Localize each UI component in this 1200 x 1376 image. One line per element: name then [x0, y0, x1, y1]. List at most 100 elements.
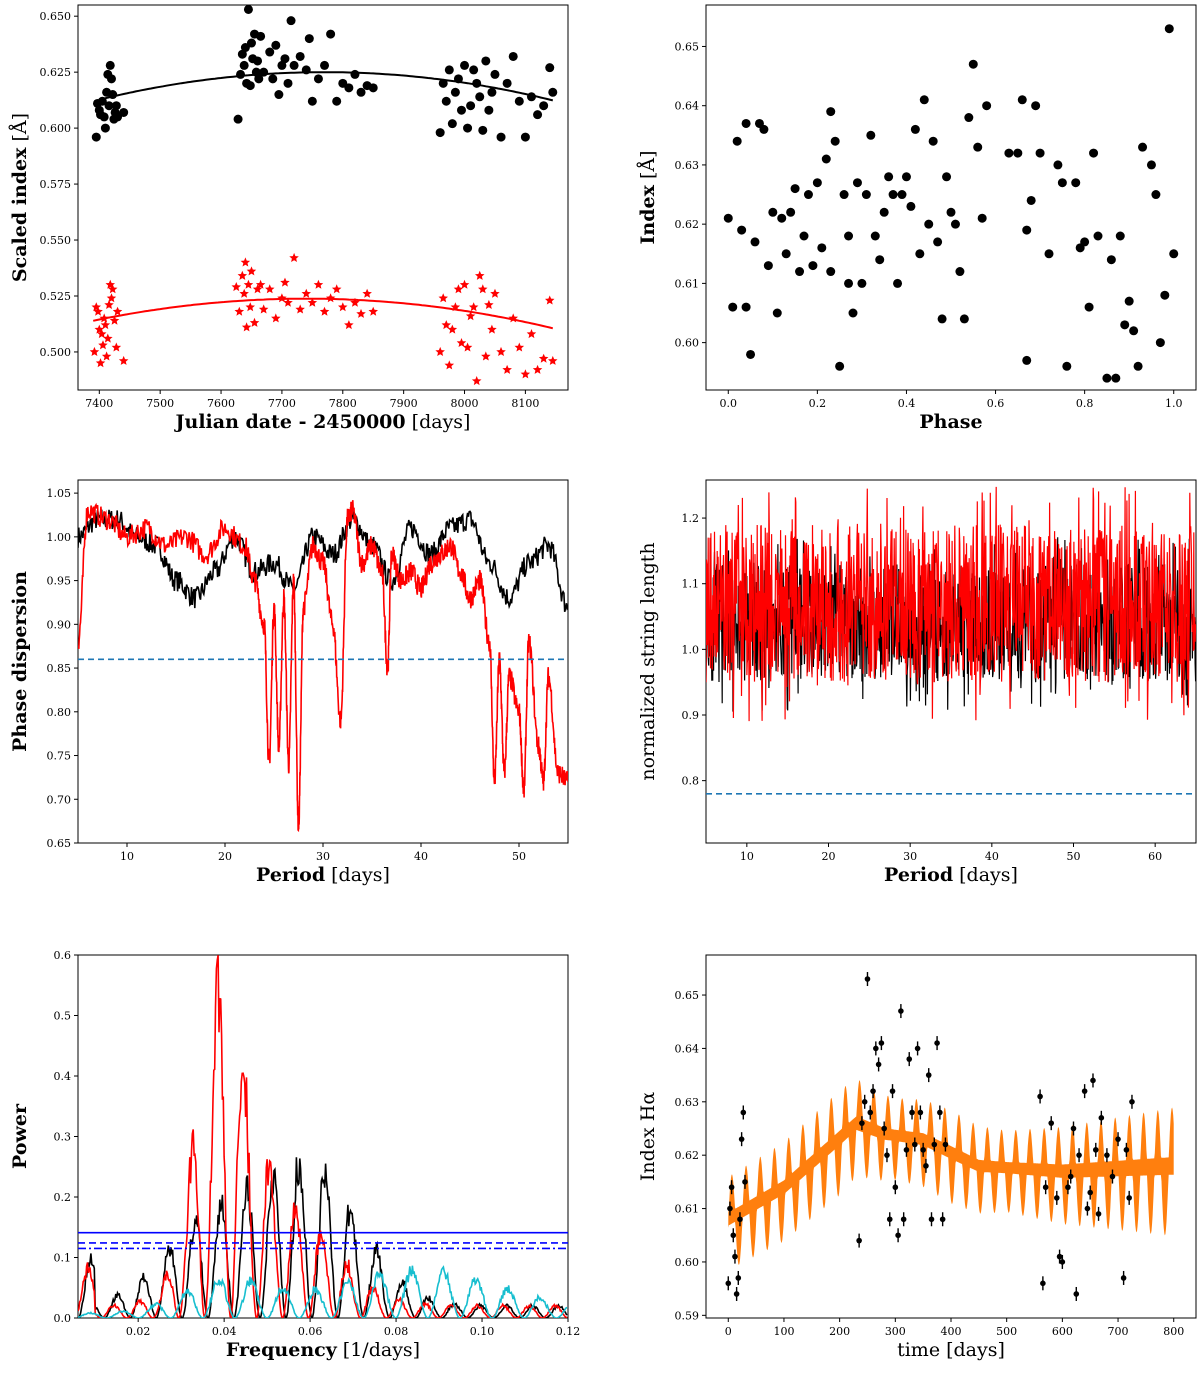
string-length-panel-ytick-label: 0.8: [682, 775, 700, 788]
time-series-panel-xtick-label: 8000: [451, 397, 479, 410]
data-point: [728, 302, 738, 312]
data-point: [256, 31, 266, 41]
data-point: [923, 1163, 929, 1169]
periodogram-panel-xlabel: Frequency [1/days]: [226, 1339, 420, 1361]
data-point: [964, 113, 974, 123]
data-point-star: [249, 317, 260, 327]
data-point: [728, 1184, 735, 1191]
periodogram-panel-ytick-label: 0.5: [54, 1010, 72, 1023]
time-series-panel-ytick-label: 0.500: [40, 346, 72, 359]
phase-panel-plot-area: [723, 24, 1179, 383]
phase-panel-xtick-label: 0.0: [720, 397, 738, 410]
data-point: [1123, 1147, 1130, 1153]
data-point: [732, 136, 742, 146]
model-band: [728, 1080, 1174, 1265]
data-point-star: [243, 279, 254, 289]
data-point: [959, 314, 969, 324]
data-point-star: [487, 324, 497, 334]
data-point-star: [295, 304, 305, 314]
data-point: [826, 107, 836, 117]
data-point: [1073, 1291, 1080, 1297]
phase-panel-xlabel: Phase: [919, 411, 982, 433]
data-point: [1089, 148, 1099, 158]
data-point: [463, 123, 473, 133]
data-point: [447, 119, 457, 129]
periodogram-panel-xtick-label: 0.10: [470, 1325, 495, 1338]
data-point: [866, 130, 876, 140]
data-point: [915, 249, 925, 259]
data-point: [268, 74, 278, 84]
periodogram-line: [78, 955, 568, 1318]
data-point: [1040, 1280, 1046, 1287]
halpha-model-panel-ytick-label: 0.63: [675, 1096, 700, 1109]
data-point: [873, 1045, 879, 1052]
data-point-star: [447, 324, 458, 334]
data-point: [867, 1109, 874, 1116]
data-point: [763, 261, 773, 271]
fit-curve: [99, 71, 554, 102]
data-point: [1129, 326, 1139, 336]
time-series-panel-xtick-label: 8100: [511, 397, 539, 410]
data-point-star: [456, 338, 467, 347]
data-point: [790, 184, 800, 194]
data-point-star: [307, 297, 318, 307]
data-point-star: [277, 293, 287, 303]
data-point: [839, 190, 849, 200]
halpha-model-panel-axes: 0 100 200 300 400 500 600 700 800 0.59 0.60 0.61 0.6…: [637, 954, 1197, 1361]
phase-dispersion-panel-xtick-label: 30: [316, 850, 330, 863]
data-point: [884, 1152, 890, 1158]
data-point: [772, 308, 782, 318]
string-length-panel-xlabel: Period [days]: [884, 864, 1018, 886]
data-point: [304, 34, 314, 44]
data-point: [917, 1109, 924, 1116]
data-point-star: [548, 355, 558, 365]
string-length-panel-plot-area: [706, 486, 1196, 795]
data-point: [746, 349, 756, 359]
data-point: [909, 1109, 915, 1116]
data-point-star: [502, 364, 512, 374]
data-point: [1065, 1184, 1071, 1191]
data-point: [864, 976, 871, 982]
time-series-panel-ytick-label: 0.525: [40, 290, 72, 303]
data-point-star: [100, 320, 111, 330]
data-point: [469, 65, 479, 75]
data-point: [795, 267, 805, 277]
data-point-star: [319, 306, 330, 316]
phase-dispersion-panel-ytick-label: 0.70: [47, 793, 72, 806]
data-point: [1111, 373, 1121, 383]
dispersion-line: [78, 500, 568, 833]
data-point: [1120, 320, 1130, 330]
periodogram-panel-frame: [77, 954, 569, 1319]
data-point-star: [289, 252, 299, 262]
data-point-star: [93, 306, 103, 316]
phase-dispersion-panel-plot-area: [78, 500, 568, 833]
data-point: [946, 207, 956, 217]
data-point-star: [350, 297, 360, 307]
data-point-star: [514, 342, 525, 352]
data-point-star: [109, 315, 120, 325]
data-point: [105, 60, 115, 70]
data-point: [875, 1061, 882, 1068]
data-point: [1146, 160, 1156, 170]
data-point: [1070, 1125, 1077, 1132]
data-point: [886, 1216, 893, 1223]
phase-dispersion-panel-ytick-label: 0.95: [47, 575, 72, 588]
data-point: [466, 101, 476, 111]
data-point: [759, 124, 769, 134]
time-series-panel-xlabel: Julian date - 2450000 [days]: [174, 411, 471, 433]
data-point-star: [240, 257, 251, 267]
halpha-model-panel-xtick-label: 600: [1052, 1325, 1073, 1338]
data-point-star: [526, 329, 537, 339]
data-point: [955, 267, 965, 277]
phase-dispersion-panel-xlabel: Period [days]: [256, 864, 390, 886]
halpha-model-panel-xtick-label: 500: [996, 1325, 1017, 1338]
data-point: [271, 40, 281, 50]
phase-dispersion-panel-ytick-label: 0.90: [47, 618, 72, 631]
data-point: [520, 132, 530, 142]
data-point: [1048, 1120, 1055, 1126]
data-point: [893, 278, 903, 288]
data-point: [875, 255, 885, 265]
halpha-model-panel-xtick-label: 700: [1108, 1325, 1129, 1338]
data-point: [1057, 178, 1067, 188]
data-point-star: [532, 364, 543, 374]
